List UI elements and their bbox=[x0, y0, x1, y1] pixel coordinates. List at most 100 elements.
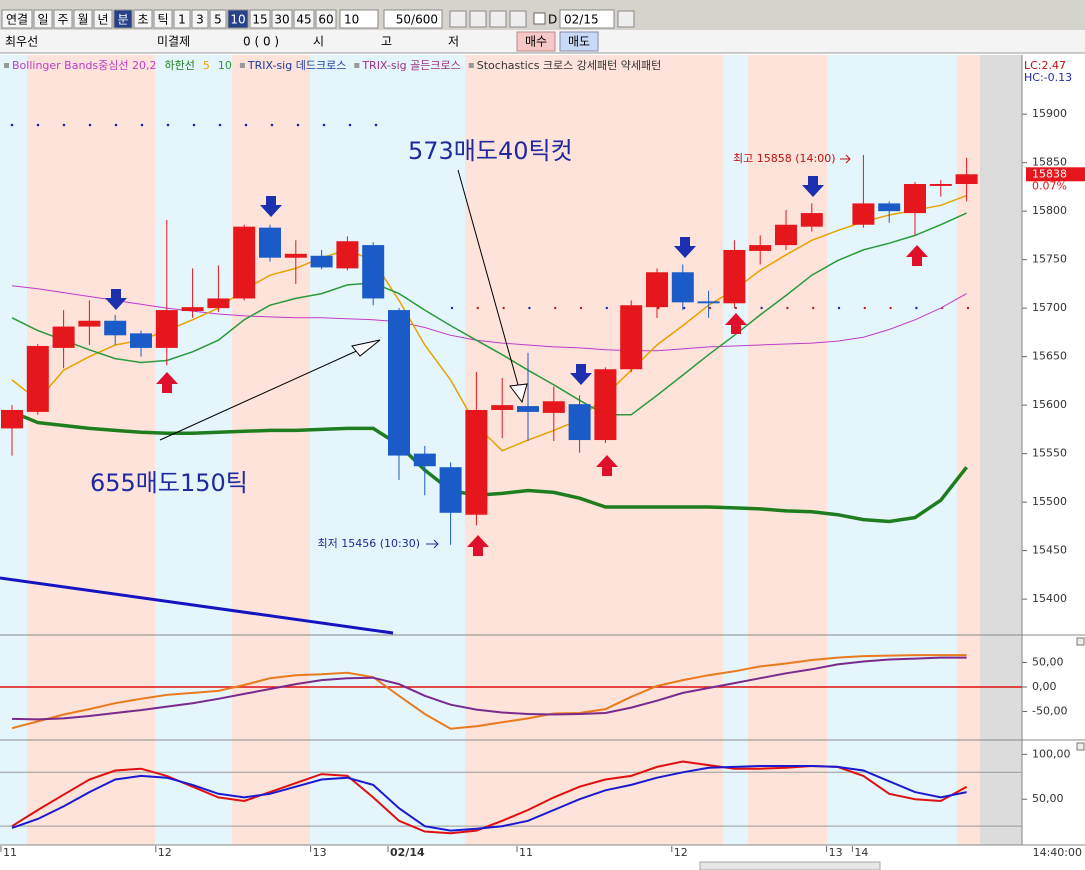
toolbar-button-label: 45 bbox=[296, 13, 311, 27]
date-input-box[interactable] bbox=[559, 9, 615, 29]
range-input-box[interactable] bbox=[383, 9, 443, 29]
x-tick-label: 02/14 bbox=[390, 846, 425, 859]
x-tick-label: 12 bbox=[674, 846, 688, 859]
candle-body bbox=[388, 310, 410, 456]
signal-zone bbox=[0, 55, 27, 845]
y-tick-label: 15700 bbox=[1032, 301, 1067, 314]
annotation-pointer bbox=[840, 154, 851, 164]
candle-body bbox=[775, 224, 797, 246]
buy-signal-arrow bbox=[906, 245, 928, 266]
legend-marker bbox=[4, 63, 9, 68]
signal-dot bbox=[915, 306, 918, 310]
candle-body bbox=[878, 203, 901, 212]
candle-body bbox=[439, 467, 462, 513]
signal-dot bbox=[734, 306, 737, 310]
lc-label: LC:2.47 bbox=[1024, 59, 1066, 72]
tool-icon[interactable] bbox=[469, 10, 487, 28]
trend-line bbox=[0, 576, 394, 635]
toolbar-button[interactable] bbox=[1, 9, 33, 29]
buy-signal-arrow bbox=[467, 535, 489, 556]
signal-dot bbox=[760, 306, 763, 310]
legend-label: TRIX-sig 데드크로스 bbox=[247, 59, 346, 72]
y-tick-label: 15550 bbox=[1032, 447, 1067, 460]
candle-body bbox=[362, 245, 385, 299]
signal-dot bbox=[476, 306, 479, 310]
candle-body bbox=[904, 183, 926, 214]
signal-dot bbox=[579, 306, 583, 310]
scrollbar[interactable] bbox=[699, 861, 881, 870]
indicator-line bbox=[11, 285, 967, 352]
toolbar-button[interactable] bbox=[191, 9, 209, 29]
signal-dot bbox=[218, 123, 222, 127]
hc-label: HC:-0.13 bbox=[1024, 71, 1072, 84]
signal-dot bbox=[708, 306, 712, 310]
x-tick-label: 11 bbox=[3, 846, 17, 859]
toolbar-button[interactable] bbox=[227, 9, 249, 29]
toolbar-button[interactable] bbox=[33, 9, 53, 29]
info-open: 시 bbox=[313, 35, 324, 49]
toolbar-button-label: 년 bbox=[97, 13, 108, 27]
toolbar-button[interactable] bbox=[73, 9, 93, 29]
signal-dot bbox=[88, 123, 92, 127]
candle-body bbox=[310, 255, 333, 268]
signal-dot bbox=[683, 306, 686, 310]
signal-zone bbox=[232, 55, 310, 845]
candle-body bbox=[929, 183, 952, 186]
x-tick-label: 12 bbox=[158, 846, 172, 859]
legend-label: 하한선 bbox=[165, 58, 195, 72]
signal-dot bbox=[348, 123, 352, 127]
candle-body bbox=[130, 333, 152, 348]
zones bbox=[0, 55, 1022, 845]
toolbar-button[interactable] bbox=[93, 9, 113, 29]
y-tick-label: 15650 bbox=[1032, 350, 1067, 363]
candle-body bbox=[413, 453, 436, 467]
toolbar-button[interactable] bbox=[315, 9, 337, 29]
sell-signal-arrow bbox=[260, 196, 282, 217]
toolbar-button[interactable] bbox=[153, 9, 173, 29]
toolbar-button-label: 초 bbox=[137, 13, 148, 27]
toolbar-button-label: 10 bbox=[230, 13, 245, 27]
signal-zone bbox=[748, 55, 827, 845]
date-checkbox[interactable] bbox=[533, 12, 546, 25]
signal-dot bbox=[62, 123, 66, 127]
tool-icon[interactable] bbox=[449, 10, 467, 28]
sell-button[interactable] bbox=[559, 31, 599, 52]
candle-body bbox=[1, 409, 23, 429]
toolbar-button[interactable] bbox=[173, 9, 191, 29]
signal-dot bbox=[450, 306, 454, 310]
annotation-pointer bbox=[426, 539, 439, 549]
toolbar-button-label: 1 bbox=[178, 13, 186, 27]
tool-icon[interactable] bbox=[489, 10, 507, 28]
buy-label: 매수 bbox=[525, 35, 547, 49]
signal-dot bbox=[786, 306, 789, 310]
x-axis-bg bbox=[0, 846, 1085, 870]
candle-body bbox=[284, 253, 307, 258]
toolbar-button[interactable] bbox=[113, 9, 133, 29]
panel-close[interactable] bbox=[1076, 742, 1085, 751]
x-tick-label: 14 bbox=[854, 846, 868, 859]
tool-icon[interactable] bbox=[509, 10, 527, 28]
sell-signal-arrow bbox=[105, 289, 127, 310]
count-select: 10 bbox=[344, 13, 359, 27]
annotation: 655매도150틱 bbox=[90, 469, 248, 497]
buy-signal-arrow bbox=[596, 455, 618, 476]
candle-body bbox=[104, 320, 127, 336]
annotation: 573매도40틱컷 bbox=[408, 137, 573, 165]
candle-body bbox=[207, 298, 230, 309]
signal-dot bbox=[889, 306, 892, 310]
toolbar-button-label: 5 bbox=[214, 13, 222, 27]
toolbar-button[interactable] bbox=[249, 9, 271, 29]
toolbar-button-label: 일 bbox=[37, 13, 48, 27]
toolbar-button[interactable] bbox=[271, 9, 293, 29]
indicator-line bbox=[11, 212, 967, 416]
buy-button[interactable] bbox=[516, 31, 556, 52]
count-select-box[interactable] bbox=[339, 9, 379, 29]
toolbar-button[interactable] bbox=[209, 9, 227, 29]
toolbar-button[interactable] bbox=[53, 9, 73, 29]
toolbar-button[interactable] bbox=[293, 9, 315, 29]
sell-signal-arrow bbox=[674, 237, 696, 258]
toolbar-button[interactable] bbox=[133, 9, 153, 29]
toolbar-button-label: 틱 bbox=[157, 13, 168, 27]
panel-close[interactable] bbox=[1076, 637, 1085, 646]
calendar-icon[interactable] bbox=[617, 10, 635, 28]
